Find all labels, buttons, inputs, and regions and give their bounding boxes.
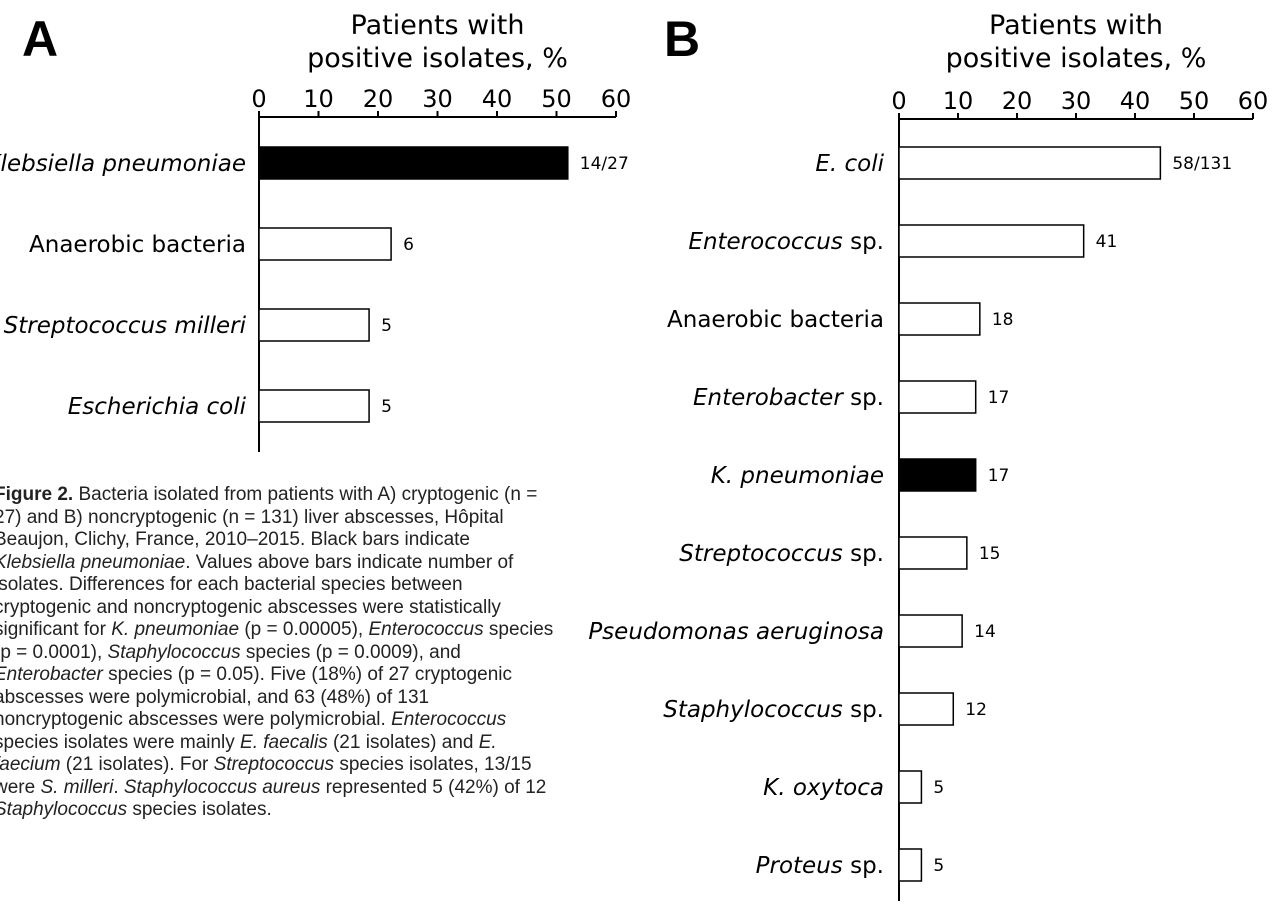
caption-segment: Streptococcus — [213, 754, 335, 775]
panel-b-tick-label: 30 — [1061, 87, 1092, 115]
caption-segment: species (p = 0.0001), — [0, 619, 554, 663]
panel-a-bar — [258, 146, 569, 180]
panel-a-tick-label: 60 — [601, 85, 632, 113]
caption-segment: species isolates. — [127, 799, 272, 820]
figure-caption: Figure 2. Bacteria isolated from patient… — [0, 484, 554, 822]
panel-b-tick-label: 10 — [943, 87, 974, 115]
panel-b-value-label: 17 — [988, 388, 1010, 408]
panel-b-tick-label: 20 — [1002, 87, 1033, 115]
panel-b-value-label: 5 — [933, 778, 944, 798]
caption-segment: S. milleri — [40, 776, 114, 798]
panel-a-tick-label: 50 — [541, 85, 572, 113]
panel-a-axis-title-line: positive isolates, % — [307, 43, 568, 74]
panel-b-bar — [898, 380, 977, 414]
panel-a-value-label: 14/27 — [580, 154, 629, 174]
caption-segment: Bacteria isolated from patients with A) … — [0, 484, 538, 550]
panel-b-value-label: 58/131 — [1172, 154, 1232, 174]
panel-a-letter: A — [22, 11, 58, 67]
panel-b-category-label: Enterococcus sp. — [688, 229, 884, 255]
panel-b-tick-label: 60 — [1238, 87, 1269, 115]
panel-a-tick-label: 20 — [363, 85, 394, 113]
caption-segment: E. faecium — [0, 731, 497, 776]
caption-segment: Figure 2. — [0, 484, 74, 505]
panel-b-category-label: Enterobacter sp. — [693, 385, 884, 411]
caption-segment: . — [113, 776, 124, 798]
panel-b-category-label: K. pneumoniae — [711, 463, 884, 489]
caption-segment: (21 isolates) and — [327, 731, 479, 753]
panel-b-bar — [898, 458, 977, 492]
panel-a-value-label: 5 — [381, 316, 392, 336]
panel-b-value-label: 17 — [988, 466, 1010, 486]
caption-segment: (p = 0.00005), — [239, 619, 369, 640]
caption-segment: . Values above bars indicate number of i… — [0, 551, 514, 641]
caption-segment: E. faecalis — [240, 731, 328, 753]
panel-b-value-label: 12 — [965, 700, 987, 720]
panel-b-category-label: E. coli — [815, 151, 884, 177]
panel-a-tick-label: 10 — [303, 85, 334, 113]
panel-b-bar — [898, 692, 955, 726]
panel-b-tick-label: 50 — [1179, 87, 1210, 115]
caption-segment: species isolates, 13/15 were — [0, 754, 532, 798]
caption-segment: Staphylococcus — [107, 641, 241, 663]
panel-b-category-label: Anaerobic bacteria — [667, 307, 884, 333]
panel-b-bar — [898, 536, 968, 570]
panel-a-tick-label: 0 — [251, 85, 266, 113]
panel-b-tick-label: 0 — [891, 87, 906, 115]
panel-b-value-label: 5 — [933, 856, 944, 876]
panel-a-category-label: Anaerobic bacteria — [29, 232, 246, 258]
panel-a-bar — [258, 389, 370, 423]
panel-a-bar — [258, 227, 392, 261]
panel-b-value-label: 41 — [1096, 232, 1118, 252]
panel-a-category-label: Streptococcus milleri — [4, 313, 247, 339]
panel-a-category-label: Klebsiella pneumoniae — [0, 151, 246, 177]
panel-a-bar — [258, 308, 370, 342]
panel-b-axis-title-line: Patients with — [989, 10, 1163, 41]
panel-b-bar — [898, 224, 1085, 258]
panel-b-category-label: K. oxytoca — [763, 775, 884, 801]
caption-segment: species isolates were mainly — [0, 731, 241, 753]
panel-a-value-label: 5 — [381, 397, 392, 417]
caption-segment: species (p = 0.05). Five (18%) of 27 cry… — [0, 664, 513, 730]
caption-segment: Enterobacter — [0, 664, 103, 685]
caption-segment: Enterococcus — [368, 619, 484, 640]
panel-b-bar — [898, 848, 923, 882]
caption-segment: K. pneumoniae — [111, 619, 240, 640]
panel-b-tick-label: 40 — [1120, 87, 1151, 115]
caption-segment: (21 isolates). For — [60, 754, 214, 775]
panel-b-value-label: 15 — [979, 544, 1001, 564]
panel-b-bar — [898, 614, 963, 648]
caption-segment: Klebsiella pneumoniae — [0, 551, 186, 573]
panel-b-value-label: 18 — [992, 310, 1014, 330]
panel-a-axis-title-line: Patients with — [351, 10, 525, 41]
panel-a-tick-label: 40 — [482, 85, 513, 113]
caption-segment: species (p = 0.0009), and — [240, 641, 461, 663]
caption-segment: Staphylococcus aureus — [123, 776, 321, 798]
panel-b-bar — [898, 770, 923, 804]
caption-segment: Enterococcus — [391, 709, 507, 730]
panel-b-axis-title-line: positive isolates, % — [946, 43, 1207, 74]
panel-a-tick-label: 30 — [422, 85, 453, 113]
panel-b-category-label: Staphylococcus sp. — [663, 697, 884, 723]
panel-b-value-label: 14 — [974, 622, 996, 642]
panel-b-category-label: Proteus sp. — [756, 853, 884, 879]
caption-segment: represented 5 (42%) of 12 — [320, 776, 547, 798]
panel-b-category-label: Streptococcus sp. — [679, 541, 884, 567]
caption-segment: Staphylococcus — [0, 799, 128, 820]
panel-b-category-label: Pseudomonas aeruginosa — [588, 619, 884, 645]
panel-b-letter: B — [664, 11, 700, 67]
panel-b-bar — [898, 302, 981, 336]
panel-b-bar — [898, 146, 1162, 180]
panel-a-value-label: 6 — [403, 235, 414, 255]
panel-a-category-label: Escherichia coli — [68, 394, 247, 420]
